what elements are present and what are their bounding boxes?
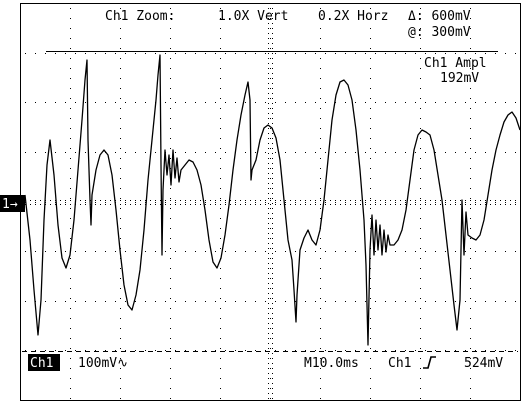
measurement-value: 192mV xyxy=(440,71,479,86)
vert-zoom: 1.0X Vert xyxy=(218,9,288,24)
timebase: M10.0ms xyxy=(304,356,359,371)
horz-zoom: 0.2X Horz xyxy=(318,9,388,24)
channel-label-bg xyxy=(28,354,60,371)
cursor-position-readout: @: 300mV xyxy=(408,25,471,40)
zoom-label: Ch1 Zoom: xyxy=(105,9,175,24)
channel-marker-bg xyxy=(0,195,25,212)
ch1-waveform-trace xyxy=(24,54,521,346)
cursor-delta-readout: Δ: 600mV xyxy=(408,9,471,24)
trigger-level: 524mV xyxy=(464,356,503,371)
volts-per-div: 100mV∿ xyxy=(78,356,128,371)
graticule-grid xyxy=(20,3,516,399)
rising-edge-icon xyxy=(423,356,436,369)
channel-label: Ch1 xyxy=(30,356,53,371)
channel-ground-marker[interactable]: 1→ xyxy=(2,197,18,212)
measurement-name: Ch1 Ampl xyxy=(424,56,487,71)
trigger-channel: Ch1 xyxy=(388,356,411,371)
